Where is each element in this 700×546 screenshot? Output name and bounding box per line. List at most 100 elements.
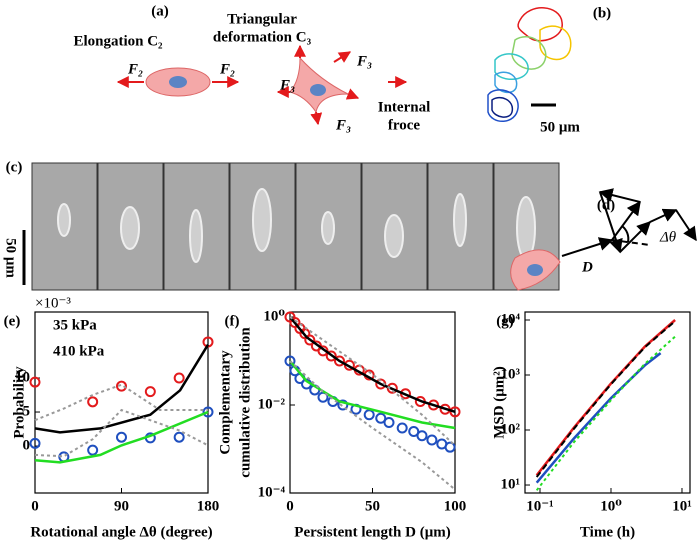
plot-frame	[524, 311, 691, 494]
force-label: F₃	[356, 53, 372, 69]
series-line	[34, 383, 208, 422]
cell-shape	[189, 209, 203, 263]
y-tick-label: 10⁴	[501, 311, 521, 327]
angle-label: Δθ	[659, 229, 677, 245]
y-tick-label: 0	[23, 437, 31, 453]
marker	[116, 380, 127, 392]
internal-label: Internal	[378, 99, 431, 115]
marker	[408, 425, 420, 437]
force-arrow	[310, 111, 323, 126]
cell-shape	[516, 196, 536, 260]
force-arrow	[333, 51, 352, 63]
x-tick-label: 0	[31, 498, 39, 514]
legend-entry: 35 kPa	[53, 317, 97, 333]
x-tick-label: 10⁻¹	[526, 498, 553, 514]
y-axis-label: Complementary	[217, 350, 233, 455]
force-label: F₂	[219, 61, 235, 77]
marker	[284, 355, 296, 367]
marker	[29, 376, 41, 388]
series-line	[34, 410, 209, 464]
marker	[383, 417, 395, 429]
series-line	[535, 335, 676, 491]
internal-label: froce	[388, 117, 421, 133]
nucleus	[169, 76, 187, 88]
y-tick-label: 10³	[501, 366, 521, 382]
length-label: D	[581, 259, 593, 275]
x-tick-label: 100	[444, 498, 467, 514]
x-tick-label: 10⁰	[600, 498, 622, 514]
marker	[144, 386, 156, 398]
x-tick-label: 180	[197, 498, 220, 514]
triangular-label: deformation C₃	[213, 29, 312, 45]
marker	[29, 437, 41, 449]
cell-shape	[384, 214, 404, 258]
cell-image	[361, 162, 428, 291]
y-tick-label: 10²	[501, 421, 521, 437]
cell-shape	[252, 188, 272, 252]
force-label: F₃	[335, 117, 351, 133]
elongation-label: Elongation C₂	[73, 33, 163, 49]
series-line	[289, 316, 456, 413]
panel-label: (e)	[4, 313, 21, 329]
image-strip	[31, 162, 560, 291]
cell-shape	[120, 206, 140, 250]
marker	[173, 372, 185, 384]
panel-label: (c)	[6, 159, 23, 175]
marker	[337, 399, 349, 411]
marker	[449, 406, 461, 418]
x-tick-label: 0	[286, 498, 294, 514]
panel-label: (f)	[225, 313, 240, 329]
y-axis-label: MSD (μm²)	[491, 366, 507, 439]
cell-image	[427, 162, 494, 291]
series-line	[289, 360, 456, 430]
series-line	[535, 352, 662, 484]
x-tick-label: 50	[365, 498, 380, 514]
marker	[375, 412, 387, 424]
marker	[202, 406, 214, 418]
cell-shape	[321, 211, 335, 245]
y-tick-label: 10⁻⁴	[258, 484, 286, 500]
y-tick-label: 10¹	[501, 476, 521, 492]
triangular-label: Triangular	[227, 11, 297, 27]
marker	[416, 430, 428, 442]
y-multiplier: ×10⁻³	[35, 295, 71, 311]
x-axis-label: Rotational angle Δθ (degree)	[30, 524, 212, 540]
y-tick-label: 10⁻²	[258, 396, 286, 412]
plot-frame	[34, 311, 209, 494]
marker	[325, 350, 337, 362]
marker	[87, 396, 99, 408]
x-tick-label: 90	[114, 498, 129, 514]
x-axis-label: Persistent length D (μm)	[294, 524, 450, 540]
series-line	[289, 360, 456, 491]
marker	[116, 431, 127, 443]
legend-entry: 410 kPa	[53, 343, 105, 359]
marker	[87, 444, 99, 456]
y-axis-label: cumulative distribution	[237, 327, 253, 478]
series-line	[34, 344, 210, 434]
scale-label: 50 μm	[540, 119, 580, 135]
force-label: F₂	[127, 61, 143, 77]
marker	[396, 422, 408, 434]
force-arrow	[345, 88, 360, 100]
series-line	[535, 320, 676, 478]
series-line	[289, 316, 456, 447]
panel-label: (a)	[151, 3, 169, 19]
panel-label: (b)	[593, 5, 611, 21]
cell-shape	[57, 203, 71, 237]
scale-label: 50 μm	[3, 238, 19, 278]
marker	[363, 409, 375, 421]
nucleus	[310, 84, 326, 96]
y-tick-label: 10⁰	[263, 308, 285, 324]
trajectories	[487, 7, 572, 122]
panel-label: (g)	[496, 313, 514, 329]
series-line	[535, 319, 676, 477]
cell-shape	[453, 193, 467, 247]
y-tick-label: 10	[15, 369, 30, 385]
marker	[426, 434, 438, 446]
series-line	[34, 408, 209, 458]
y-tick-label: 5	[23, 403, 31, 419]
marker	[173, 431, 185, 443]
marker	[304, 334, 316, 346]
